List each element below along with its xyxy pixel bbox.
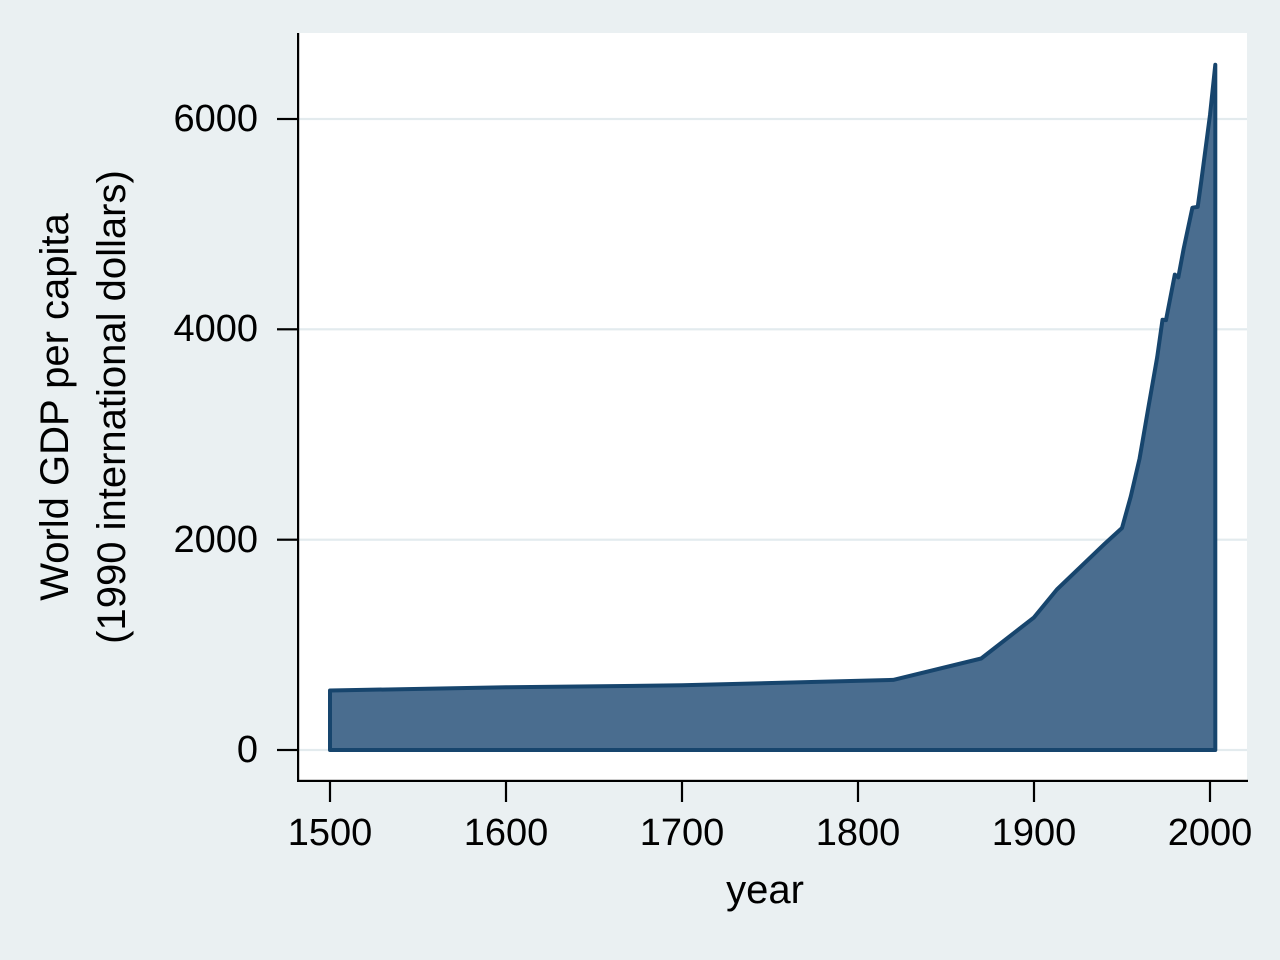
- x-tick-mark-1800: [856, 782, 860, 802]
- y-tick-label-0: 0: [236, 729, 258, 771]
- x-tick-label-1900: 1900: [991, 812, 1077, 854]
- gridline-4000: [299, 328, 1247, 331]
- y-axis-line: [297, 33, 300, 782]
- x-tick-mark-2000: [1208, 782, 1212, 802]
- x-axis-line: [297, 779, 1248, 782]
- x-axis-title: year: [726, 868, 804, 912]
- area-series: [328, 62, 1218, 752]
- y-tick-label-6000: 6000: [173, 98, 258, 140]
- y-axis-title: World GDP per capita (1990 international…: [27, 170, 141, 644]
- y-axis-title-line1: World GDP per capita: [33, 213, 77, 601]
- x-tick-label-1500: 1500: [287, 812, 373, 854]
- x-tick-mark-1500: [328, 782, 332, 802]
- x-tick-mark-1700: [680, 782, 684, 802]
- y-tick-mark-0: [277, 748, 297, 752]
- y-tick-label-4000: 4000: [173, 308, 258, 351]
- gridline-6000: [299, 117, 1247, 121]
- y-tick-mark-2000: [277, 538, 297, 541]
- x-tick-mark-1600: [504, 782, 508, 802]
- y-axis-title-line2: (1990 international dollars): [90, 170, 134, 644]
- x-tick-label-1600: 1600: [463, 812, 549, 854]
- y-tick-mark-6000: [277, 117, 297, 121]
- x-tick-label-2000: 2000: [1167, 812, 1253, 854]
- x-tick-label-1800: 1800: [815, 812, 901, 854]
- gridline-2000: [299, 538, 1247, 541]
- y-tick-label-2000: 2000: [173, 518, 258, 561]
- x-tick-mark-1900: [1032, 782, 1036, 802]
- y-tick-mark-4000: [277, 328, 297, 331]
- x-tick-label-1700: 1700: [639, 812, 725, 854]
